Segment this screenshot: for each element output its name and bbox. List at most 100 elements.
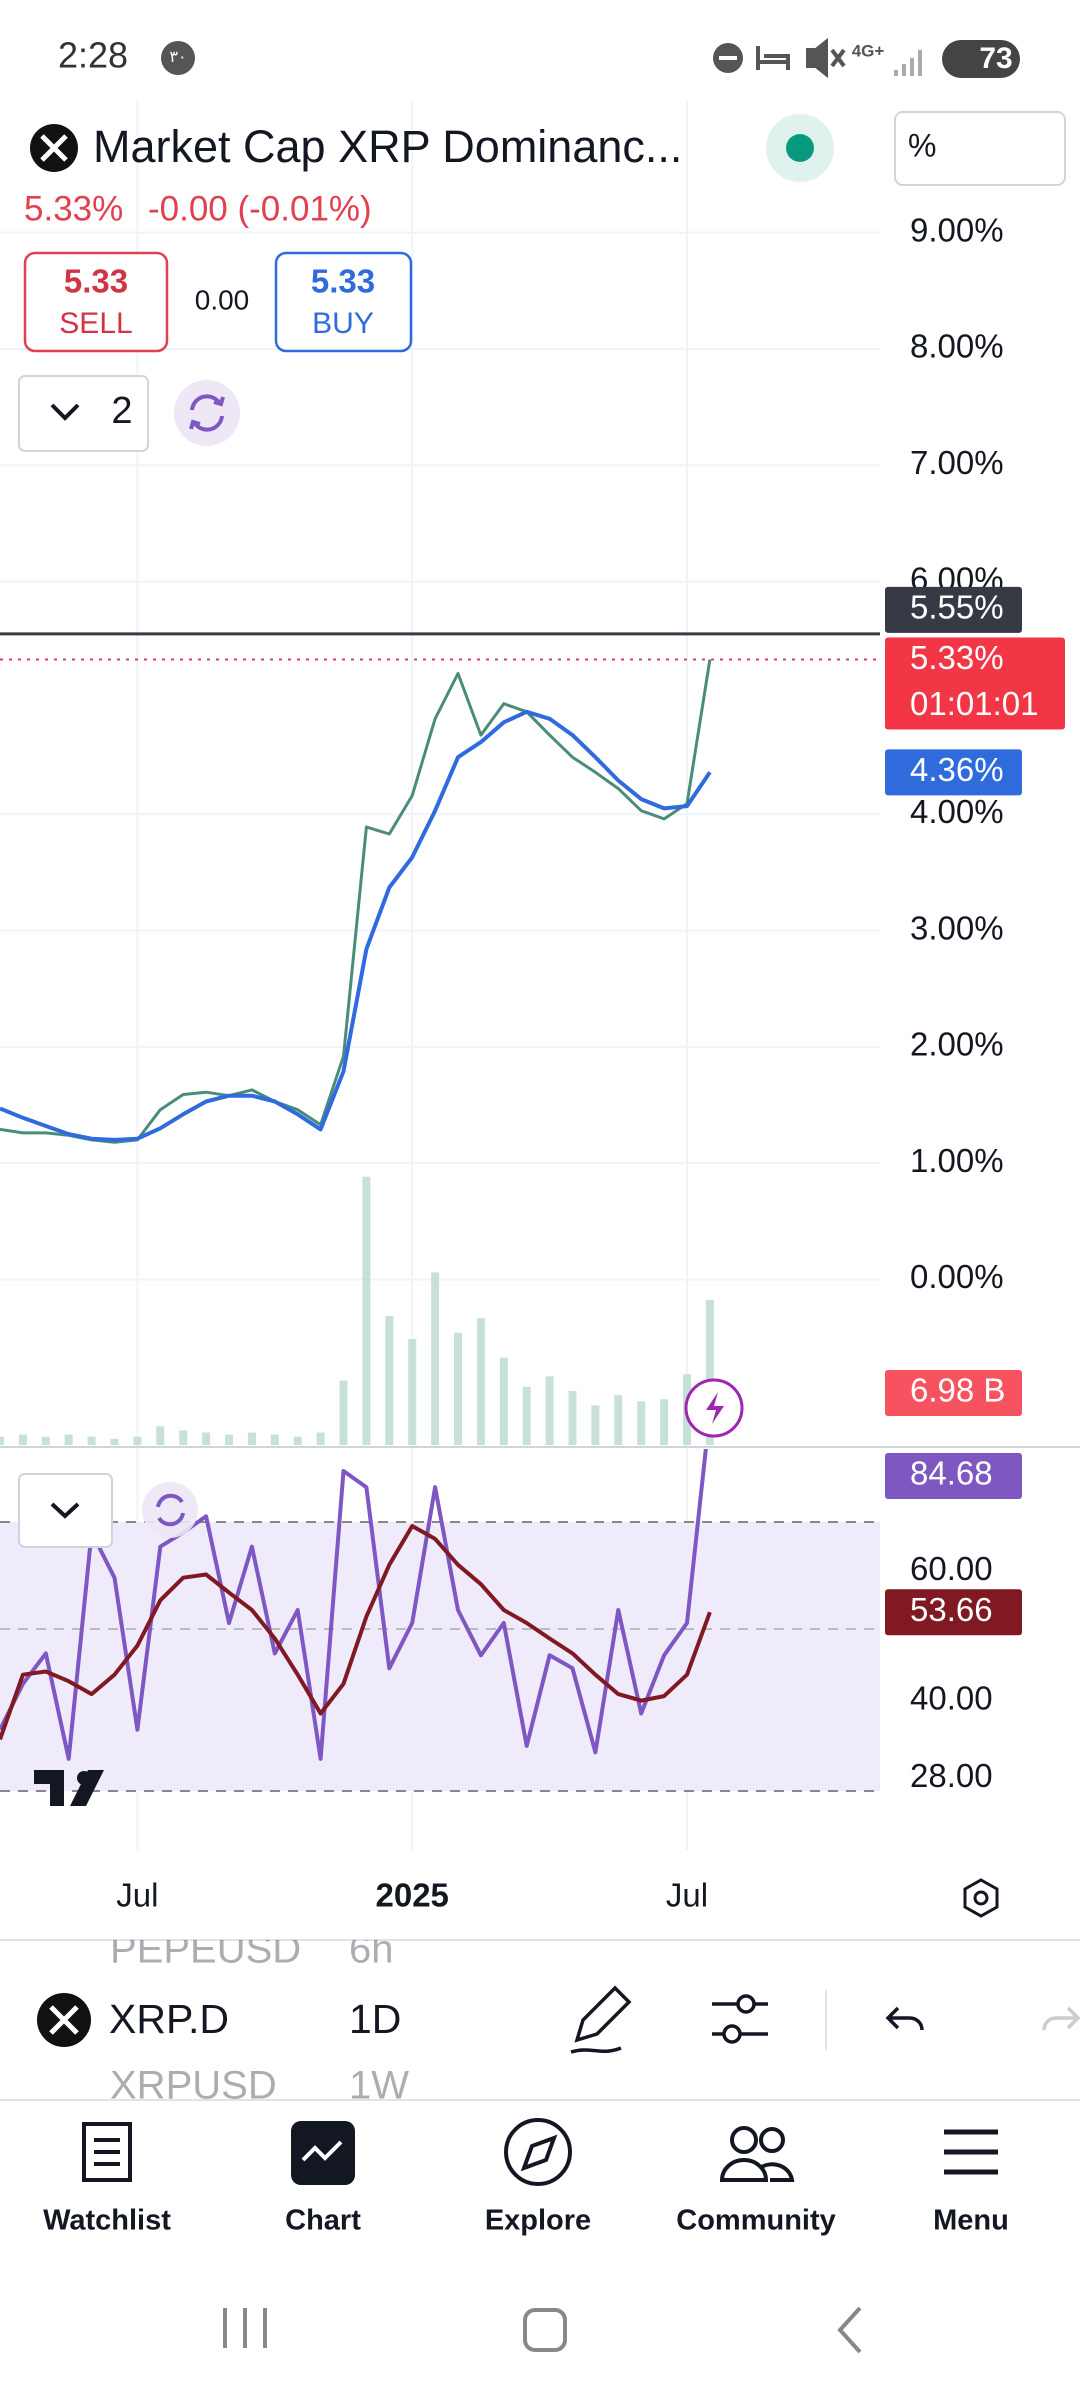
last-price: 5.33% [24, 189, 123, 228]
volume-bar [454, 1332, 462, 1445]
toolbar [0, 1985, 1080, 2055]
volume-bar [545, 1376, 554, 1445]
volume-bar [225, 1434, 233, 1445]
volume-bar [660, 1399, 669, 1445]
indicators-toggle[interactable] [18, 375, 149, 452]
y-tick-label: 8.00% [910, 328, 1004, 365]
explore-icon[interactable] [504, 2118, 572, 2186]
rsi-refresh[interactable] [142, 1482, 198, 1538]
y-tick-label: 9.00% [910, 211, 1004, 248]
rsi-band [0, 1522, 880, 1791]
back-button[interactable] [837, 2306, 862, 2354]
nav-label[interactable]: Community [676, 2205, 836, 2237]
mute-icon [806, 37, 846, 79]
toolbar-interval[interactable]: 1D [349, 1996, 401, 2042]
series-line [0, 1449, 708, 1761]
volume-bar [41, 1436, 50, 1445]
drawing-tool[interactable] [570, 1985, 632, 2054]
sell-button[interactable] [23, 251, 169, 353]
volume-bar [568, 1390, 577, 1445]
volume-bar [499, 1357, 508, 1445]
y-tick-label: 2.00% [910, 1026, 1004, 1063]
volume-bar [156, 1426, 165, 1445]
price-change: -0.00 (-0.01%) [148, 189, 372, 228]
toolbar-symbol[interactable]: XRP.D [109, 1996, 229, 2042]
chart-icon[interactable] [291, 2121, 355, 2185]
clock: 2:28 [58, 35, 128, 76]
chart-icon-line [301, 2140, 343, 2162]
refresh-button[interactable] [174, 380, 240, 446]
y-tick-label: 3.00% [910, 909, 1004, 946]
volume-bar [247, 1432, 256, 1445]
undo-button[interactable] [885, 2006, 924, 2031]
community-icon-2 [759, 2127, 785, 2153]
high-label: 5.55% [910, 589, 1004, 626]
rsi-value-box [885, 1589, 1022, 1636]
settings-button[interactable] [963, 1878, 999, 1918]
volume-bar [339, 1380, 348, 1445]
community-body [719, 2158, 795, 2182]
volume-bar [637, 1401, 646, 1445]
rsi-toggle[interactable] [18, 1473, 113, 1548]
x-tick-label: 2025 [375, 1877, 448, 1914]
behind-interval: 6h [349, 1928, 394, 1972]
volume-label: 6.98 B [910, 1372, 1005, 1409]
sell-label: SELL [59, 307, 132, 340]
status-bar: 2:28 ۳۰ 4G+ 73 [58, 35, 1020, 79]
dnd-bar [719, 56, 737, 60]
ma-label-box [885, 749, 1022, 796]
series-line [0, 1524, 712, 1741]
sleep-icon [756, 46, 790, 70]
ma-label: 4.36% [910, 751, 1004, 788]
scale-button[interactable] [894, 111, 1066, 186]
indicators-count: 2 [111, 390, 132, 432]
behind-symbol: PEPEUSD [110, 1928, 301, 1972]
menu-icon[interactable] [944, 2129, 998, 2175]
symbol-list-behind: PEPEUSD 6h XRPUSD 1W [110, 1928, 409, 2108]
volume-bar [270, 1434, 279, 1445]
symbol-logo-mark [40, 134, 68, 162]
y-tick-label: 1.00% [910, 1142, 1004, 1179]
price-layer [0, 100, 880, 1850]
nav-label[interactable]: Chart [285, 2205, 361, 2237]
buy-label: BUY [312, 307, 374, 340]
volume-bar [316, 1432, 325, 1445]
high-label-box [885, 586, 1022, 633]
redo-button[interactable] [1042, 2006, 1080, 2031]
behind-symbol: XRPUSD [110, 2064, 277, 2108]
watchlist-icon[interactable] [82, 2122, 132, 2182]
symbol-title[interactable]: Market Cap XRP Dominanc... [93, 121, 682, 172]
nav-label[interactable]: Explore [485, 2205, 591, 2237]
community-icon[interactable] [730, 2126, 758, 2154]
badge-icon [161, 41, 195, 75]
volume-bar [362, 1176, 371, 1445]
chevron-icon [50, 403, 80, 421]
signal-icon [894, 50, 922, 76]
volume-bar [179, 1430, 188, 1445]
series-line [0, 709, 712, 1142]
last-price-label-box [885, 637, 1065, 730]
nav-label[interactable]: Watchlist [43, 2205, 171, 2237]
network: 4G+ [852, 41, 885, 60]
x-tick-label: Jul [116, 1877, 158, 1914]
slider-knob [722, 2024, 742, 2044]
volume-bar [408, 1338, 417, 1445]
volume-bar [385, 1316, 394, 1445]
symbol-logo-mark [49, 2005, 79, 2035]
last-price-label: 01:01:01 [910, 685, 1038, 722]
volume-bar [705, 1299, 714, 1445]
volume-bar [64, 1434, 73, 1445]
spread: 0.00 [195, 284, 250, 315]
home-button[interactable] [523, 2308, 567, 2352]
recents-button[interactable] [223, 2308, 267, 2348]
rsi-value-label: 53.66 [910, 1591, 993, 1628]
volume-bar [591, 1405, 600, 1445]
nav-label[interactable]: Menu [933, 2205, 1009, 2237]
y-tick-label: 60.00 [910, 1550, 993, 1587]
y-tick-label: 4.00% [910, 793, 1004, 830]
series-line [0, 659, 712, 1144]
rsi-layer [0, 1449, 712, 1761]
buy-button[interactable] [274, 251, 413, 353]
volume-label-box [885, 1370, 1022, 1416]
